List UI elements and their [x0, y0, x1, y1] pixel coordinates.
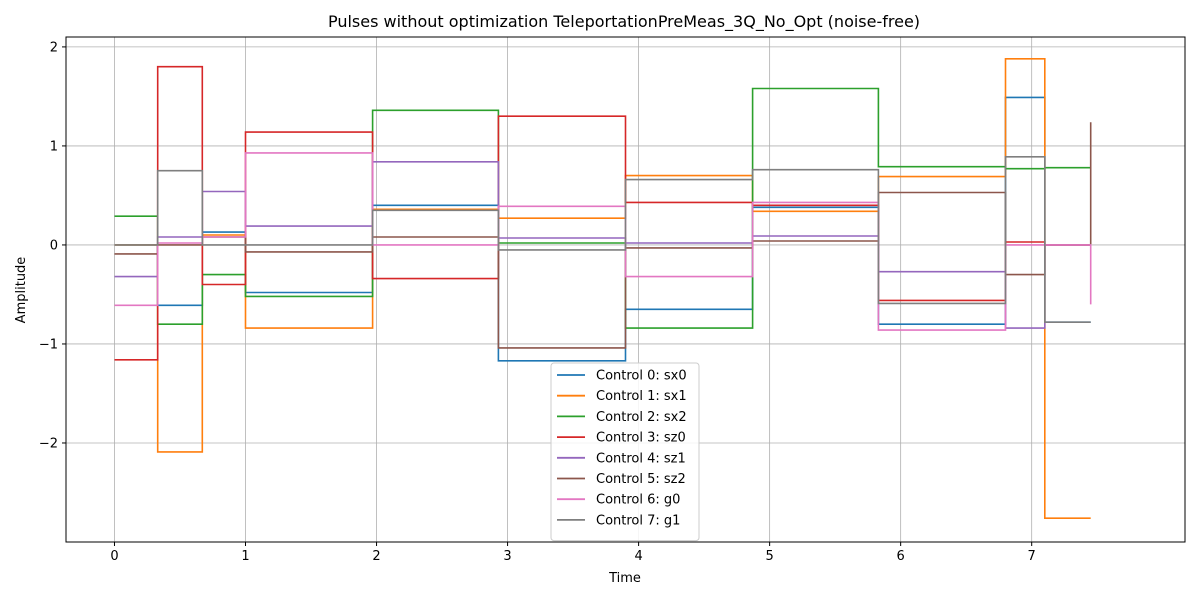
x-axis-ticks: 0 1 2 3 4 5 6 7 [110, 542, 1036, 564]
legend-entry: Control 1: sx1 [596, 389, 687, 404]
x-tick-label: 4 [634, 549, 642, 564]
series-line [114, 65, 1091, 361]
y-tick-label: 1 [50, 139, 58, 154]
x-tick-label: 5 [765, 549, 773, 564]
x-tick-label: 7 [1028, 549, 1036, 564]
legend-box [550, 362, 700, 542]
legend-entry: Control 2: sx2 [596, 410, 687, 425]
legend-entry: Control 7: g1 [596, 513, 680, 528]
series-line [114, 96, 1091, 362]
series-line [114, 122, 1092, 349]
y-tick-label: −2 [39, 436, 58, 451]
y-tick-label: −1 [39, 337, 58, 352]
series-line [114, 156, 1091, 323]
x-tick-label: 1 [241, 549, 249, 564]
legend-entry: Control 3: sz0 [596, 431, 686, 446]
y-axis-ticks: −2 −1 0 1 2 [39, 40, 66, 451]
x-axis-label: Time [608, 571, 641, 586]
legend-entry: Control 6: g0 [596, 493, 680, 508]
y-tick-label: 2 [50, 40, 58, 55]
x-tick-label: 6 [897, 549, 905, 564]
legend-entry: Control 0: sx0 [596, 369, 687, 384]
legend: Control 0: sx0 Control 1: sx1 Control 2: s… [550, 362, 700, 542]
plot-area-frame [65, 36, 1186, 543]
series-line [114, 58, 1091, 519]
x-tick-label: 3 [503, 549, 511, 564]
legend-entry: Control 4: sz1 [596, 451, 686, 466]
legend-entry: Control 5: sz2 [596, 472, 686, 487]
x-tick-label: 2 [372, 549, 380, 564]
chart-title: Pulses without optimization Teleportatio… [328, 12, 920, 32]
y-axis-label: Amplitude [14, 257, 29, 324]
y-tick-label: 0 [50, 238, 58, 253]
plot-series [114, 58, 1092, 519]
x-tick-label: 0 [110, 549, 118, 564]
